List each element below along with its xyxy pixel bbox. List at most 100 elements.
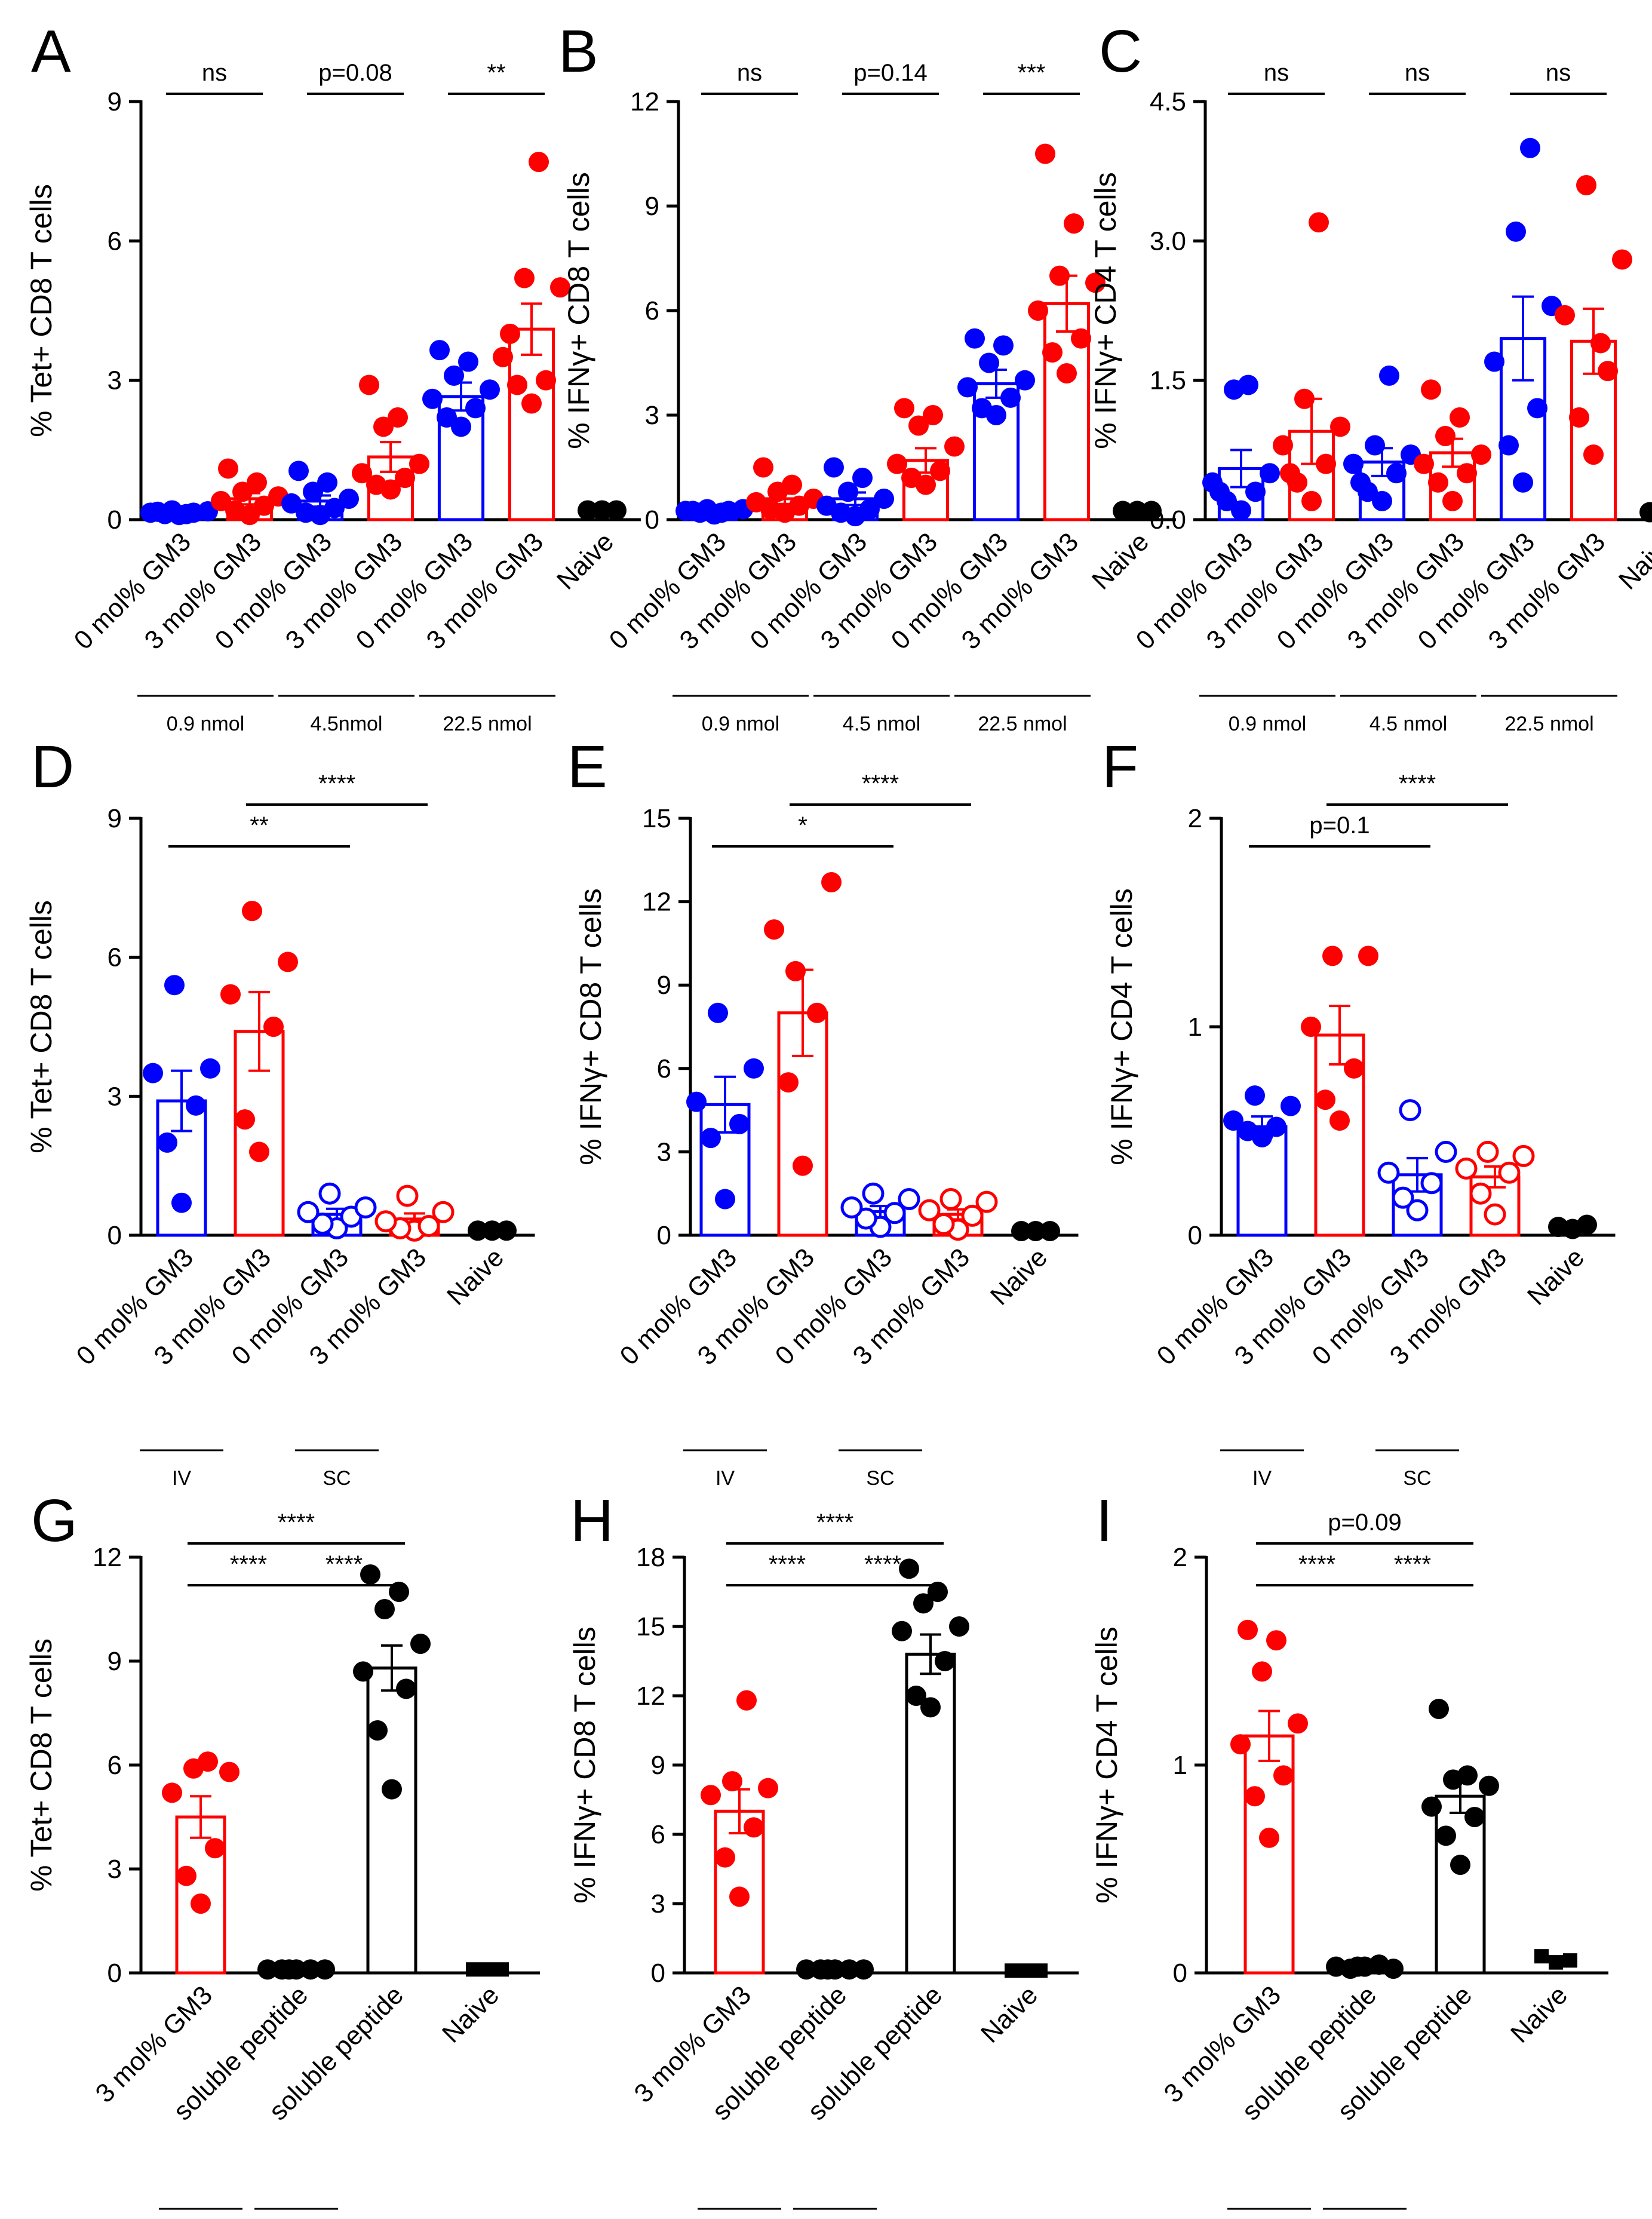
y-tick-label: 3 bbox=[108, 366, 122, 395]
data-point bbox=[389, 1582, 409, 1602]
data-point bbox=[514, 268, 535, 288]
data-point bbox=[353, 1661, 373, 1682]
data-point bbox=[1358, 946, 1378, 966]
data-point bbox=[1577, 1214, 1597, 1235]
data-point bbox=[1450, 407, 1470, 428]
data-point bbox=[1028, 300, 1048, 321]
significance-label: **** bbox=[864, 1551, 901, 1577]
data-point bbox=[793, 1155, 813, 1176]
data-point bbox=[536, 370, 556, 391]
y-tick-label: 4.5 bbox=[1150, 87, 1186, 116]
y-tick-label: 0 bbox=[645, 505, 659, 535]
data-point bbox=[785, 960, 806, 981]
data-point bbox=[550, 277, 570, 298]
data-point bbox=[753, 457, 773, 478]
data-point bbox=[247, 472, 267, 493]
data-point bbox=[495, 1962, 509, 1977]
group-label: IV bbox=[172, 1467, 191, 1490]
y-tick-label: 3 bbox=[657, 1137, 671, 1167]
data-point bbox=[278, 952, 298, 972]
data-point bbox=[778, 1072, 799, 1093]
data-point bbox=[1506, 221, 1526, 242]
group-label: SC bbox=[323, 1467, 351, 1490]
data-point bbox=[1281, 1095, 1301, 1116]
data-point bbox=[1259, 1827, 1279, 1848]
data-point bbox=[1420, 1172, 1443, 1195]
y-tick-label: 6 bbox=[108, 1751, 122, 1780]
y-tick-label: 3 bbox=[108, 1082, 122, 1111]
data-point bbox=[354, 1196, 377, 1219]
data-point bbox=[711, 502, 732, 523]
data-point bbox=[1377, 1161, 1400, 1184]
data-point bbox=[176, 1865, 196, 1886]
data-point bbox=[417, 1214, 440, 1237]
data-point bbox=[1230, 1734, 1251, 1755]
data-point bbox=[263, 1017, 284, 1037]
y-tick-label: 0 bbox=[1188, 1221, 1202, 1250]
panel-label: B bbox=[558, 18, 598, 85]
data-point bbox=[918, 1199, 941, 1221]
data-point bbox=[254, 495, 274, 516]
data-point bbox=[1011, 1221, 1031, 1242]
data-point bbox=[1471, 444, 1491, 465]
data-point bbox=[1127, 501, 1147, 521]
data-point bbox=[465, 398, 486, 419]
y-tick-label: 9 bbox=[108, 804, 122, 833]
data-point bbox=[1025, 1221, 1046, 1242]
data-point bbox=[162, 1782, 182, 1803]
significance-label: ns bbox=[202, 60, 227, 86]
data-point bbox=[887, 453, 907, 474]
data-point bbox=[1590, 333, 1611, 354]
data-point bbox=[1294, 388, 1315, 409]
y-tick-label: 0.0 bbox=[1150, 505, 1186, 535]
data-point bbox=[324, 498, 345, 518]
data-point bbox=[1209, 481, 1230, 502]
y-tick-label: 6 bbox=[108, 226, 122, 256]
data-point bbox=[1301, 490, 1322, 511]
y-tick-label: 12 bbox=[636, 1681, 665, 1711]
data-point bbox=[148, 501, 168, 522]
data-point bbox=[410, 1634, 431, 1654]
data-point bbox=[818, 1959, 838, 1980]
data-point bbox=[1343, 453, 1364, 474]
data-point bbox=[1000, 387, 1021, 408]
data-point bbox=[186, 1095, 206, 1116]
data-point bbox=[853, 1959, 874, 1980]
y-tick-label: 18 bbox=[636, 1543, 665, 1572]
data-point bbox=[838, 481, 858, 502]
data-point bbox=[1326, 1956, 1346, 1977]
significance-label: **** bbox=[278, 1509, 315, 1536]
data-point bbox=[578, 500, 598, 521]
data-point bbox=[422, 388, 443, 409]
data-point bbox=[303, 481, 323, 502]
significance-label: ** bbox=[250, 812, 268, 839]
panel-label: E bbox=[567, 733, 607, 800]
data-point bbox=[1330, 416, 1350, 437]
significance-label: p=0.08 bbox=[318, 60, 392, 86]
data-point bbox=[529, 152, 549, 173]
data-point bbox=[1583, 444, 1604, 465]
data-point bbox=[366, 474, 386, 495]
data-point bbox=[722, 1771, 742, 1792]
data-point bbox=[993, 335, 1014, 356]
y-tick-label: 12 bbox=[630, 87, 659, 116]
significance-label: **** bbox=[816, 1509, 853, 1536]
group-label: SC bbox=[1403, 1467, 1431, 1490]
data-point bbox=[949, 1616, 969, 1637]
data-point bbox=[317, 472, 337, 493]
data-point bbox=[883, 1202, 906, 1224]
significance-label: ** bbox=[487, 60, 505, 86]
data-point bbox=[1042, 342, 1063, 363]
data-point bbox=[1436, 1825, 1456, 1846]
data-point bbox=[1019, 1963, 1033, 1978]
panel-label: H bbox=[570, 1487, 613, 1554]
data-point bbox=[1245, 481, 1266, 502]
data-point bbox=[225, 500, 245, 521]
data-point bbox=[708, 1002, 728, 1023]
data-point bbox=[242, 901, 262, 922]
significance-label: ns bbox=[737, 60, 762, 86]
data-point bbox=[932, 1213, 955, 1235]
significance-label: p=0.1 bbox=[1309, 812, 1369, 839]
data-point bbox=[339, 489, 359, 509]
